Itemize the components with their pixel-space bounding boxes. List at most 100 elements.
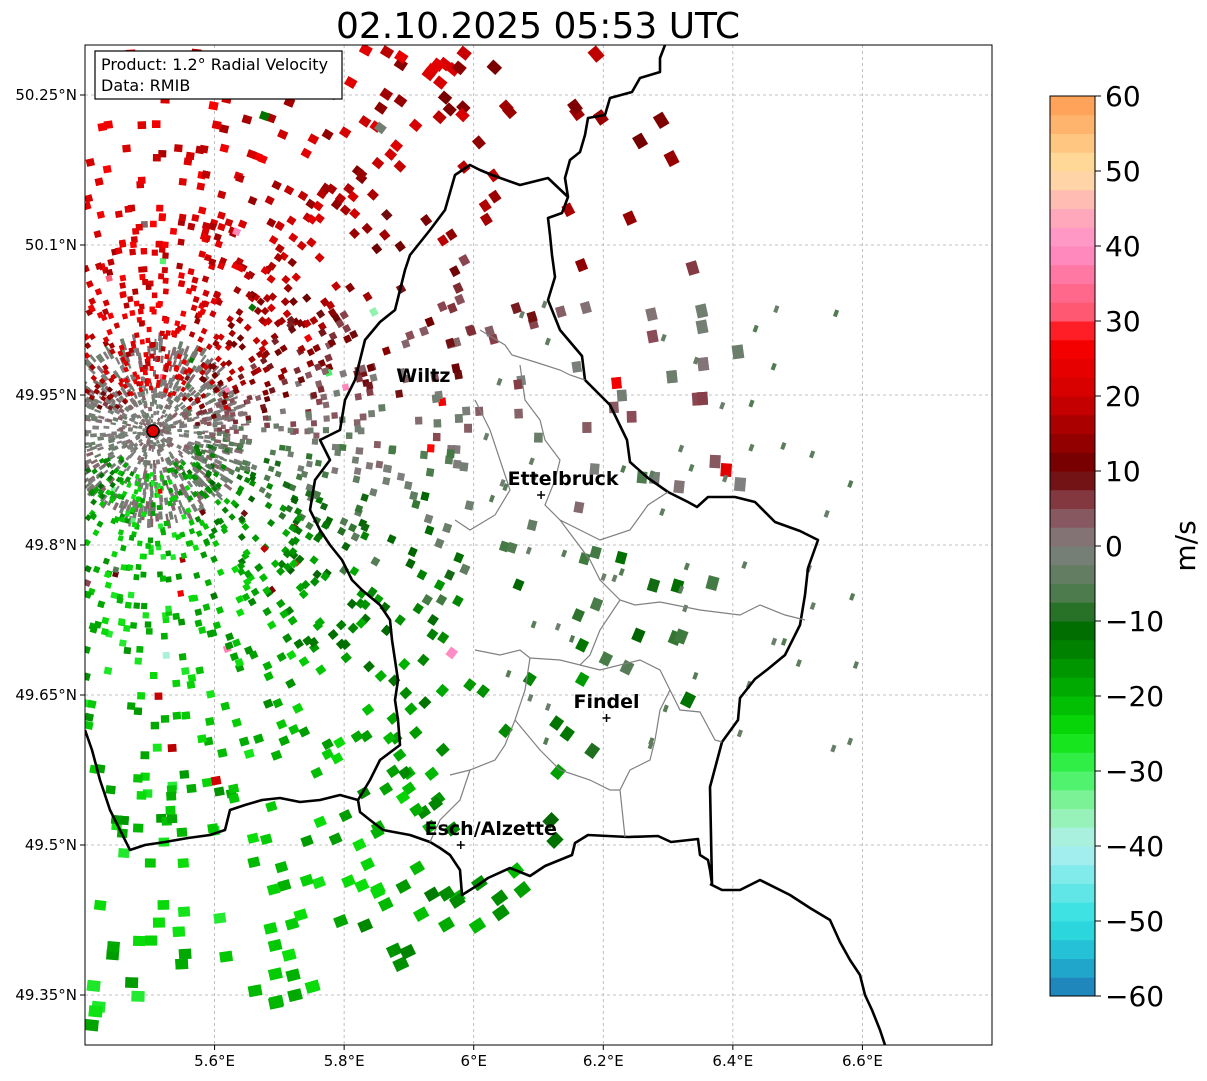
- radar-echo: [191, 490, 199, 498]
- radar-echo: [438, 397, 447, 407]
- radar-echo: [93, 620, 102, 629]
- radar-echo: [186, 473, 193, 480]
- radar-echo: [155, 410, 160, 416]
- radar-echo: [163, 413, 168, 418]
- radar-echo: [259, 573, 268, 583]
- radar-echo: [89, 625, 98, 634]
- radar-echo: [118, 848, 130, 858]
- colorbar-band: [1050, 564, 1095, 584]
- radar-echo: [246, 270, 256, 280]
- radar-echo: [190, 284, 198, 292]
- radar-echo: [328, 832, 343, 846]
- radar-echo: [193, 317, 201, 325]
- radar-echo: [173, 404, 180, 410]
- radar-echo: [63, 457, 72, 463]
- radar-echo: [106, 941, 120, 953]
- radar-echo: [618, 568, 625, 576]
- radar-echo: [89, 445, 98, 451]
- radar-echo: [456, 45, 472, 61]
- radar-echo: [235, 308, 244, 317]
- radar-echo: [135, 433, 141, 439]
- radar-echo: [614, 550, 628, 565]
- radar-echo: [423, 886, 441, 902]
- radar-echo: [165, 550, 172, 557]
- radar-echo: [382, 464, 391, 473]
- radar-echo: [444, 821, 461, 837]
- radar-echo: [449, 265, 461, 278]
- radar-echo: [150, 481, 155, 486]
- radar-echo: [204, 392, 212, 399]
- colorbar-tick-label: 10: [1105, 455, 1141, 488]
- radar-echo: [100, 374, 108, 382]
- radar-echo: [110, 422, 117, 426]
- radar-echo: [171, 390, 177, 397]
- radar-echo: [422, 819, 438, 835]
- radar-echo: [193, 391, 201, 399]
- colorbar-band: [1050, 602, 1095, 622]
- radar-echo: [360, 531, 370, 541]
- radar-echo: [648, 470, 655, 479]
- radar-echo: [126, 423, 132, 427]
- radar-echo: [232, 638, 242, 648]
- radar-echo: [150, 472, 155, 477]
- belgium-germany-border-north: [563, 45, 667, 198]
- radar-echo: [454, 293, 466, 306]
- colorbar-tick-label: 40: [1105, 230, 1141, 263]
- radar-echo: [437, 301, 448, 313]
- radar-echo: [118, 344, 125, 351]
- radar-echo: [247, 195, 258, 206]
- lon-tick-label: 6.2°E: [583, 1052, 624, 1070]
- radar-echo: [125, 465, 132, 472]
- radar-echo: [128, 427, 134, 431]
- radar-echo: [550, 763, 567, 781]
- colorbar-tick-label: 30: [1105, 305, 1141, 338]
- radar-echo: [709, 454, 721, 469]
- radar-echo: [91, 468, 98, 475]
- radar-echo: [259, 356, 268, 365]
- radar-echo: [155, 513, 160, 522]
- radar-echo: [379, 229, 391, 241]
- radar-echo: [297, 344, 306, 353]
- radar-echo: [109, 454, 116, 460]
- radar-echo: [85, 401, 86, 408]
- radar-echo: [355, 617, 367, 629]
- radar-echo: [219, 473, 228, 480]
- radar-echo: [228, 793, 240, 804]
- radar-echo: [215, 493, 224, 501]
- radar-echo: [396, 472, 406, 482]
- radar-echo: [131, 990, 145, 1002]
- radar-echo: [852, 661, 859, 669]
- radar-echo: [116, 402, 124, 410]
- radar-echo: [144, 460, 150, 466]
- radar-echo: [228, 469, 235, 476]
- radar-echo: [151, 502, 156, 508]
- radar-echo: [386, 534, 397, 545]
- radar-echo: [155, 540, 161, 547]
- radar-echo: [157, 899, 170, 910]
- radar-echo: [194, 364, 202, 374]
- radar-echo: [297, 376, 306, 384]
- radar-echo: [195, 464, 202, 471]
- radar-echo: [432, 432, 441, 442]
- city-label: Findel: [574, 691, 640, 713]
- radar-echo: [249, 471, 257, 479]
- radar-echo: [137, 308, 144, 315]
- radar-echo: [330, 199, 342, 211]
- radar-echo: [111, 550, 118, 558]
- radar-echo: [197, 409, 204, 416]
- radar-echo: [506, 541, 518, 554]
- radar-echo: [138, 357, 143, 365]
- radar-echo: [104, 456, 111, 463]
- radar-echo: [85, 451, 86, 457]
- radar-echo: [262, 698, 274, 709]
- radar-echo: [514, 408, 524, 419]
- radar-echo: [317, 321, 327, 331]
- radar-echo: [247, 856, 261, 869]
- radar-echo: [66, 426, 74, 429]
- radar-echo: [223, 483, 233, 491]
- colorbar-band: [1050, 302, 1095, 322]
- radar-echo: [198, 206, 207, 215]
- radar-echo: [154, 692, 163, 700]
- radar-echo: [153, 463, 157, 469]
